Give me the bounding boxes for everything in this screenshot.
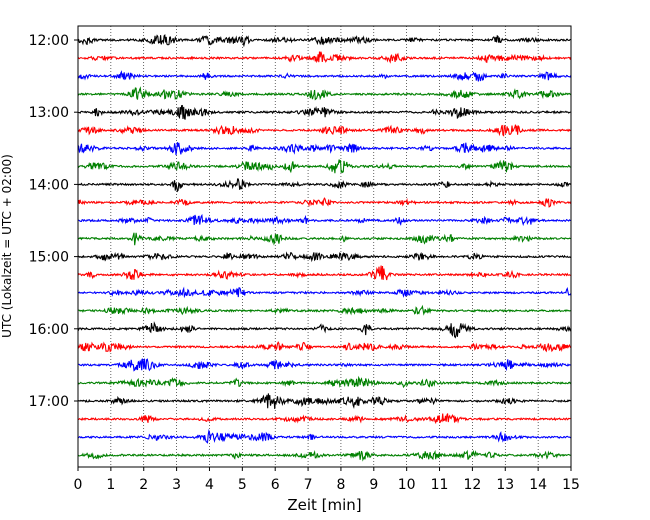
x-tick-label: 4 (205, 477, 214, 493)
trace-line (77, 86, 572, 101)
y-tick-label: 16:00 (29, 322, 69, 338)
trace-line (77, 449, 571, 462)
y-axis: 12:00 13:00 14:00 15:00 16:00 17:00 (29, 33, 78, 410)
trace-line (77, 142, 571, 156)
trace-line (77, 232, 571, 246)
x-tick-label: 1 (106, 477, 115, 493)
x-tick-label: 15 (562, 477, 580, 493)
y-tick-label: 13:00 (29, 105, 69, 121)
y-tick-label: 15:00 (29, 250, 69, 266)
x-tick-label: 12 (463, 477, 481, 493)
y-axis-label: UTC (Lokalzeit = UTC + 02:00) (0, 154, 14, 338)
trace-line (77, 178, 572, 193)
x-axis: 0 1 2 3 4 5 6 7 8 9 10 11 12 13 14 15 (74, 467, 580, 493)
trace-line (77, 34, 571, 48)
trace-line (77, 375, 572, 389)
trace-line (77, 265, 571, 281)
trace-line (77, 51, 572, 64)
trace-line (77, 321, 572, 339)
x-tick-label: 5 (238, 477, 247, 493)
x-tick-label: 7 (304, 477, 313, 493)
trace-line (77, 341, 572, 353)
trace-line (77, 286, 572, 299)
x-tick-label: 14 (529, 477, 547, 493)
x-tick-label: 2 (139, 477, 148, 493)
y-tick-label: 14:00 (29, 177, 69, 193)
trace-line (77, 159, 571, 174)
y-tick-label: 17:00 (29, 394, 69, 410)
trace-line (77, 104, 571, 120)
trace-line (77, 251, 572, 263)
plot-frame (77, 25, 572, 468)
trace-line (77, 124, 571, 137)
trace-line (77, 304, 571, 316)
y-tick-label: 12:00 (29, 33, 69, 49)
trace-lines (77, 34, 572, 462)
x-tick-label: 6 (271, 477, 280, 493)
x-tick-label: 10 (398, 477, 416, 493)
trace-line (77, 413, 571, 425)
x-tick-label: 3 (172, 477, 181, 493)
trace-line (77, 70, 572, 82)
trace-line (77, 393, 571, 410)
trace-line (77, 428, 572, 444)
trace-line (77, 358, 572, 372)
x-tick-label: 11 (431, 477, 449, 493)
x-tick-label: 13 (496, 477, 514, 493)
x-tick-label: 9 (369, 477, 378, 493)
x-tick-label: 0 (74, 477, 83, 493)
x-axis-label: Zeit [min] (287, 496, 361, 514)
trace-line (77, 213, 571, 227)
trace-line (77, 197, 572, 208)
x-tick-label: 8 (336, 477, 345, 493)
